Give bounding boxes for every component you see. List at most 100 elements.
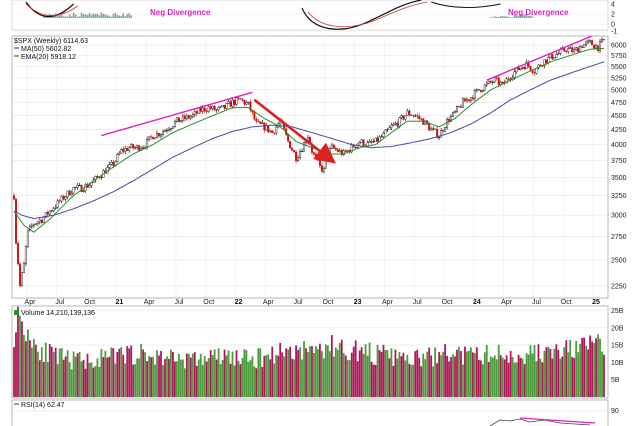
volume-bar (25, 341, 27, 397)
volume-bar (501, 357, 504, 397)
price-ytick-label: 5500 (611, 64, 627, 71)
x-tick-label: 22 (235, 299, 243, 306)
candle-body (124, 148, 127, 152)
volume-bar (197, 359, 200, 397)
volume-bar (483, 352, 486, 397)
rsi-panel: RSI(14) 62.47 90 (11, 399, 619, 426)
price-ytick-label: 5750 (611, 53, 627, 60)
volume-bar (90, 362, 93, 397)
candle-body (231, 99, 234, 107)
candle-body (444, 127, 447, 132)
volume-bar (565, 340, 568, 397)
macd-histogram-bar (511, 17, 514, 18)
candle-body (287, 134, 290, 142)
volume-bar (599, 338, 601, 397)
macd-ytick-label: -1 (611, 29, 617, 36)
macd-histogram-bar (495, 16, 498, 18)
volume-bar (19, 315, 21, 397)
candle-body (454, 111, 457, 113)
candle-body (229, 101, 232, 107)
volume-bar (593, 343, 595, 397)
macd-histogram-bar (529, 15, 532, 18)
volume-bar (364, 344, 367, 397)
candle-body (243, 100, 246, 105)
volume-bar (311, 346, 313, 397)
volume-bar (471, 352, 474, 397)
volume-bar (191, 353, 194, 397)
volume-bar (17, 306, 19, 397)
volume-bar (338, 342, 341, 397)
candle-body (565, 50, 568, 52)
volume-bar (368, 342, 371, 397)
volume-bar (106, 357, 109, 397)
volume-bar (597, 334, 599, 397)
x-tick-label: Apr (144, 299, 156, 306)
rsi-legend: RSI(14) 62.47 (21, 402, 65, 409)
candle-body (249, 101, 252, 111)
volume-bar (428, 347, 431, 397)
volume-bar (160, 351, 162, 397)
volume-bar (233, 365, 236, 397)
candle-body (195, 111, 198, 114)
candle-body (16, 243, 19, 264)
candle-body (354, 146, 357, 148)
volume-bar (231, 351, 234, 397)
candle-body (245, 102, 248, 105)
volume-legend-swatch (14, 310, 19, 315)
volume-bar (217, 348, 220, 397)
volume-ytick-label: 10B (611, 360, 624, 367)
macd-histogram-bar (106, 15, 109, 18)
volume-bar (330, 335, 333, 397)
x-tick-label: Oct (203, 299, 214, 306)
candle-body (68, 190, 71, 196)
candle-body (406, 110, 409, 116)
candle-body (134, 147, 137, 149)
volume-bar (426, 351, 429, 397)
volume-bar (485, 344, 488, 397)
macd-histogram-bar (501, 15, 504, 18)
macd-signal-line (25, 3, 78, 16)
candle-body (221, 105, 224, 107)
volume-bar (360, 347, 363, 397)
volume-bar (418, 357, 421, 397)
candle-body (30, 225, 33, 227)
volume-bar (74, 356, 77, 397)
volume-bar (94, 365, 97, 397)
candle-body (22, 263, 25, 274)
candle-body (549, 54, 552, 58)
macd-histogram-bar (68, 14, 71, 18)
macd-ytick-label: 4 (611, 2, 615, 9)
volume-bar (255, 368, 258, 397)
macd-histogram-bar (497, 16, 500, 18)
volume-bar (66, 350, 69, 397)
macd-histogram-bar (76, 16, 79, 18)
volume-bar (374, 364, 377, 397)
volume-bar (283, 356, 286, 397)
x-tick-label: 23 (354, 299, 362, 306)
candle-body (247, 101, 250, 103)
volume-bar (509, 350, 512, 397)
volume-bar (573, 357, 576, 397)
macd-histogram-bar (66, 16, 69, 18)
candle-body (217, 107, 220, 110)
volume-ytick-label: 15B (611, 343, 624, 350)
volume-bar (132, 364, 135, 397)
volume-bar (559, 358, 562, 397)
candle-body (171, 126, 174, 129)
volume-bar (72, 351, 75, 397)
candle-body (205, 110, 208, 112)
candle-body (569, 47, 572, 49)
candle-body (207, 106, 210, 112)
candle-body (589, 40, 592, 42)
candle-body (523, 67, 526, 70)
candle-body (465, 99, 468, 102)
volume-bar (116, 352, 119, 397)
rsi-ytick-90: 90 (611, 408, 619, 415)
volume-bar (489, 356, 492, 397)
candle-body (223, 105, 226, 109)
volume-bar (86, 353, 89, 397)
volume-bar (424, 359, 427, 397)
candle-body (160, 134, 163, 137)
volume-bar (326, 345, 329, 397)
volume-bar (247, 361, 250, 397)
